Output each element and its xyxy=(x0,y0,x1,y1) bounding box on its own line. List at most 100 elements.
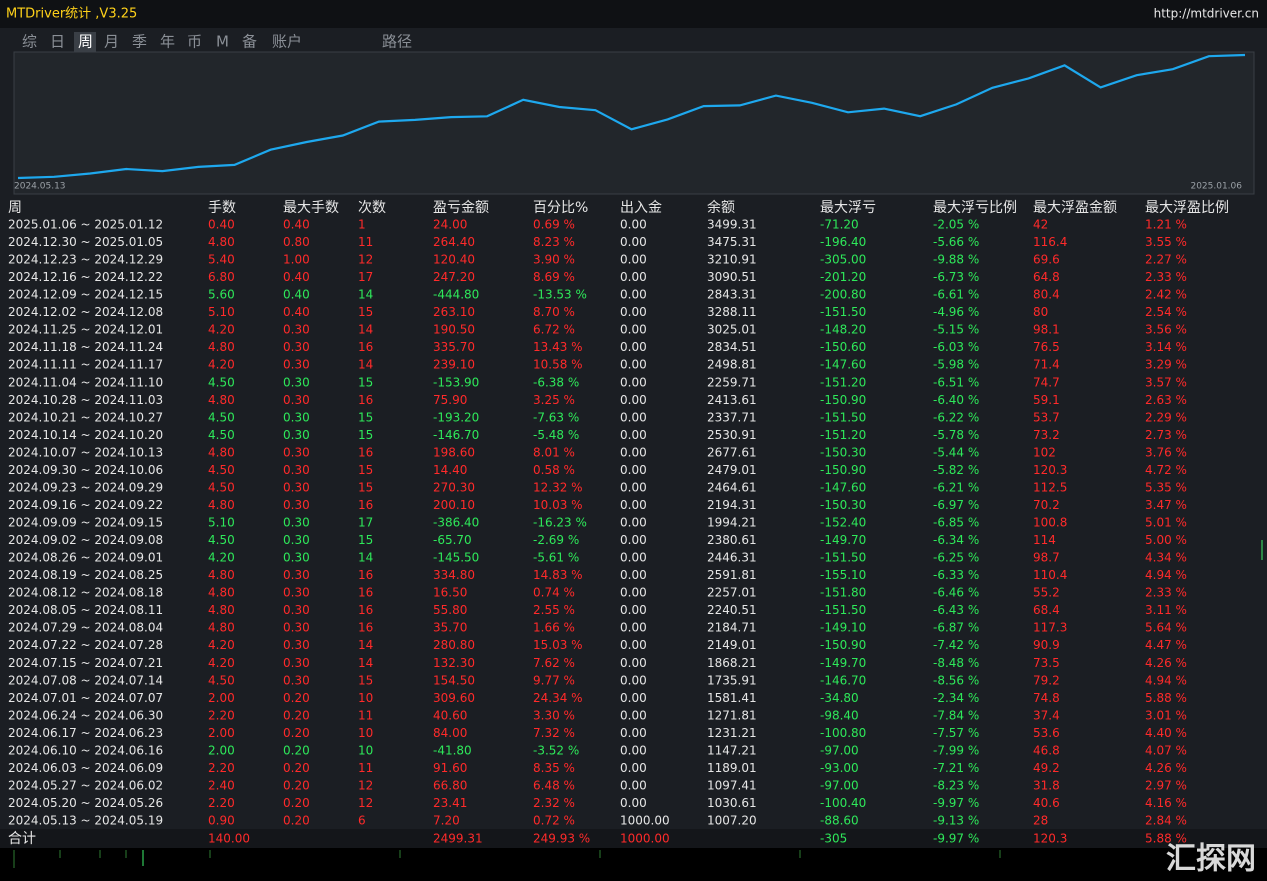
tab[interactable]: 季 xyxy=(132,33,147,51)
table-cell: 2024.10.21 ~ 2024.10.27 xyxy=(8,410,163,424)
tab[interactable]: 综 xyxy=(22,33,37,51)
table-cell: -65.70 xyxy=(433,533,472,547)
table-cell: 0.20 xyxy=(283,814,310,828)
table-cell: 8.70 % xyxy=(533,305,575,319)
table-cell: 2240.51 xyxy=(707,603,757,617)
table-cell: 0.30 xyxy=(283,638,310,652)
table-cell: 4.80 xyxy=(208,621,235,635)
table-cell: -444.80 xyxy=(433,288,479,302)
table-cell: 71.4 xyxy=(1033,358,1060,372)
table-cell: -150.90 xyxy=(820,638,866,652)
table-cell: 16 xyxy=(358,498,373,512)
table-cell: 2.00 xyxy=(208,691,235,705)
table-cell: -5.44 % xyxy=(933,445,979,459)
table-cell: -150.30 xyxy=(820,445,866,459)
table-cell: 112.5 xyxy=(1033,480,1067,494)
table-cell: 3.56 % xyxy=(1145,323,1187,337)
url[interactable]: http://mtdriver.cn xyxy=(1154,7,1259,21)
table-cell: 0.00 xyxy=(620,235,647,249)
table-cell: 15 xyxy=(358,480,373,494)
table-cell: 0.20 xyxy=(283,691,310,705)
table-cell: 0.00 xyxy=(620,445,647,459)
table-cell: 0.00 xyxy=(620,375,647,389)
table-cell: 4.80 xyxy=(208,603,235,617)
column-header: 次数 xyxy=(358,200,386,216)
table-cell: -98.40 xyxy=(820,708,859,722)
table-cell: 0.30 xyxy=(283,533,310,547)
tab[interactable]: 日 xyxy=(50,33,65,51)
table-cell: 2479.01 xyxy=(707,463,757,477)
table-cell: 334.80 xyxy=(433,568,475,582)
table-cell: 10.03 % xyxy=(533,498,583,512)
table-cell: -196.40 xyxy=(820,235,866,249)
table-cell: 4.26 % xyxy=(1145,656,1187,670)
table-cell: -7.63 % xyxy=(533,410,579,424)
table-cell: -6.87 % xyxy=(933,621,979,635)
table-cell: 23.41 xyxy=(433,796,467,810)
table-cell: 2024.07.15 ~ 2024.07.21 xyxy=(8,656,163,670)
table-cell: 0.30 xyxy=(283,445,310,459)
tab[interactable]: 周 xyxy=(78,33,93,51)
table-cell: 4.80 xyxy=(208,393,235,407)
table-cell: 79.2 xyxy=(1033,673,1060,687)
table-cell: 2.63 % xyxy=(1145,393,1187,407)
tab[interactable]: 币 xyxy=(187,33,202,51)
table-cell: 4.20 xyxy=(208,323,235,337)
tab[interactable]: M xyxy=(216,33,229,51)
table-cell: 4.80 xyxy=(208,568,235,582)
table-cell: -97.00 xyxy=(820,743,859,757)
tab[interactable]: 路径 xyxy=(382,33,412,51)
table-cell: 2.42 % xyxy=(1145,288,1187,302)
table-cell: 5.35 % xyxy=(1145,480,1187,494)
table-cell: 264.40 xyxy=(433,235,475,249)
table-cell: 2024.12.09 ~ 2024.12.15 xyxy=(8,288,163,302)
table-cell: 10.58 % xyxy=(533,358,583,372)
table-cell: -5.66 % xyxy=(933,235,979,249)
tab[interactable]: 账户 xyxy=(272,33,302,51)
table-cell: 0.00 xyxy=(620,516,647,530)
table-cell: -151.20 xyxy=(820,375,866,389)
table-cell: 0.00 xyxy=(620,778,647,792)
tab[interactable]: 年 xyxy=(160,33,175,51)
table-cell: 0.00 xyxy=(620,358,647,372)
table-cell: 2024.07.29 ~ 2024.08.04 xyxy=(8,621,163,635)
table-cell: 114 xyxy=(1033,533,1056,547)
table-cell: 0.30 xyxy=(283,393,310,407)
x-label: 2025.01.06 xyxy=(1190,182,1242,192)
table-cell: 2.97 % xyxy=(1145,778,1187,792)
tab[interactable]: 备 xyxy=(242,33,257,51)
table-cell: 190.50 xyxy=(433,323,475,337)
table-cell: 14.40 xyxy=(433,463,467,477)
table-cell: -9.13 % xyxy=(933,814,979,828)
table-cell: 2024.11.25 ~ 2024.12.01 xyxy=(8,323,163,337)
column-header: 周 xyxy=(8,200,22,216)
table-cell: 2.40 xyxy=(208,778,235,792)
tab[interactable]: 月 xyxy=(104,33,119,51)
table-cell: 64.8 xyxy=(1033,270,1060,284)
table-cell: -88.60 xyxy=(820,814,859,828)
total-cell: 120.3 xyxy=(1033,832,1067,846)
table-cell: 5.00 % xyxy=(1145,533,1187,547)
table-cell: 2024.05.20 ~ 2024.05.26 xyxy=(8,796,163,810)
table-cell: 16 xyxy=(358,568,373,582)
table-cell: 3.25 % xyxy=(533,393,575,407)
table-cell: 0.20 xyxy=(283,726,310,740)
table-cell: -150.60 xyxy=(820,340,866,354)
table-cell: 2530.91 xyxy=(707,428,757,442)
table-cell: 15 xyxy=(358,533,373,547)
table-cell: 2337.71 xyxy=(707,410,757,424)
table-cell: 15.03 % xyxy=(533,638,583,652)
table-cell: -7.21 % xyxy=(933,761,979,775)
table-cell: -100.80 xyxy=(820,726,866,740)
table-cell: 2024.11.11 ~ 2024.11.17 xyxy=(8,358,163,372)
table-cell: 0.00 xyxy=(620,410,647,424)
total-cell: 249.93 % xyxy=(533,832,590,846)
chart-area xyxy=(14,52,1254,194)
table-cell: 49.2 xyxy=(1033,761,1060,775)
total-cell: -9.97 % xyxy=(933,832,979,846)
table-cell: -2.69 % xyxy=(533,533,579,547)
table-cell: 1 xyxy=(358,218,366,232)
table-cell: 2024.10.14 ~ 2024.10.20 xyxy=(8,428,163,442)
